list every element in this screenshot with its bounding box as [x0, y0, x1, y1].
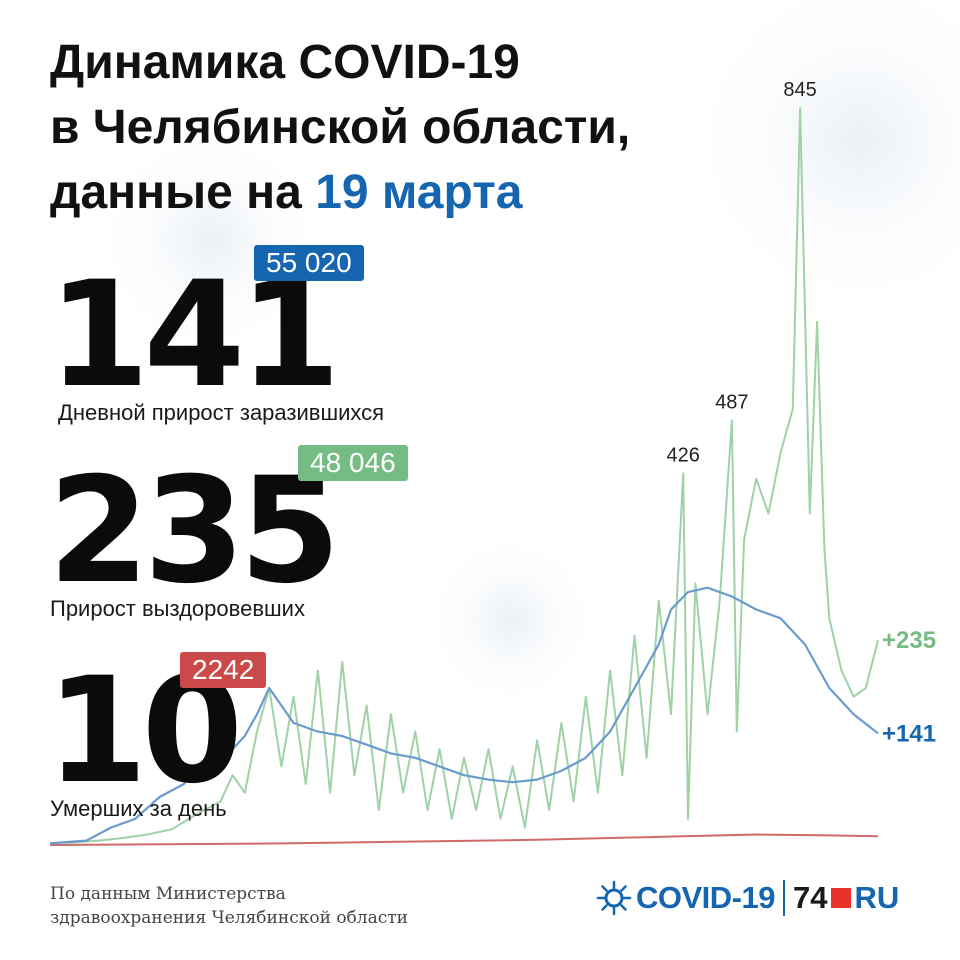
logo-divider	[782, 880, 785, 916]
title-line-3-prefix: данные на	[50, 166, 316, 219]
recovered-label: Прирост выздоровевших	[50, 596, 305, 621]
series-line-recovered	[49, 107, 879, 845]
peak-label: 845	[783, 79, 816, 101]
source-line-1: По данным Министерства	[50, 884, 286, 904]
logo-ru-text: RU	[854, 880, 900, 915]
title-date: 19 марта	[315, 166, 523, 219]
title-line-1: Динамика COVID-19	[50, 36, 520, 89]
logo-covid-text: COVID-19	[636, 880, 775, 915]
end-label-recovered: +235	[882, 627, 936, 654]
series-line-infected	[49, 586, 879, 845]
deaths-label: Умерших за день	[50, 796, 227, 821]
peak-label: 426	[666, 444, 699, 466]
page-title: Динамика COVID-19 в Челябинской области,…	[50, 30, 630, 225]
logo-74-text: 74	[792, 880, 828, 915]
infected-total-badge: 55 020	[254, 245, 364, 281]
infected-label: Дневной прирост заразившихся	[58, 400, 385, 425]
infected-daily-value: 141	[48, 250, 341, 420]
end-label-infected: +141	[882, 720, 936, 747]
peak-label: 487	[715, 391, 748, 413]
series-line-deaths	[49, 833, 879, 846]
recovered-daily-value: 235	[48, 446, 341, 616]
virus-icon	[596, 880, 632, 916]
recovered-total-badge: 48 046	[298, 445, 408, 481]
title-line-2: в Челябинской области,	[50, 101, 631, 154]
source-line-2: здравоохранения Челябинской области	[50, 908, 408, 928]
logo-red-square	[831, 888, 852, 908]
deaths-total-badge: 2242	[180, 652, 267, 688]
source-note: По данным Министерства здравоохранения Ч…	[50, 882, 408, 930]
logo: COVID-19 74 RU	[596, 876, 899, 920]
